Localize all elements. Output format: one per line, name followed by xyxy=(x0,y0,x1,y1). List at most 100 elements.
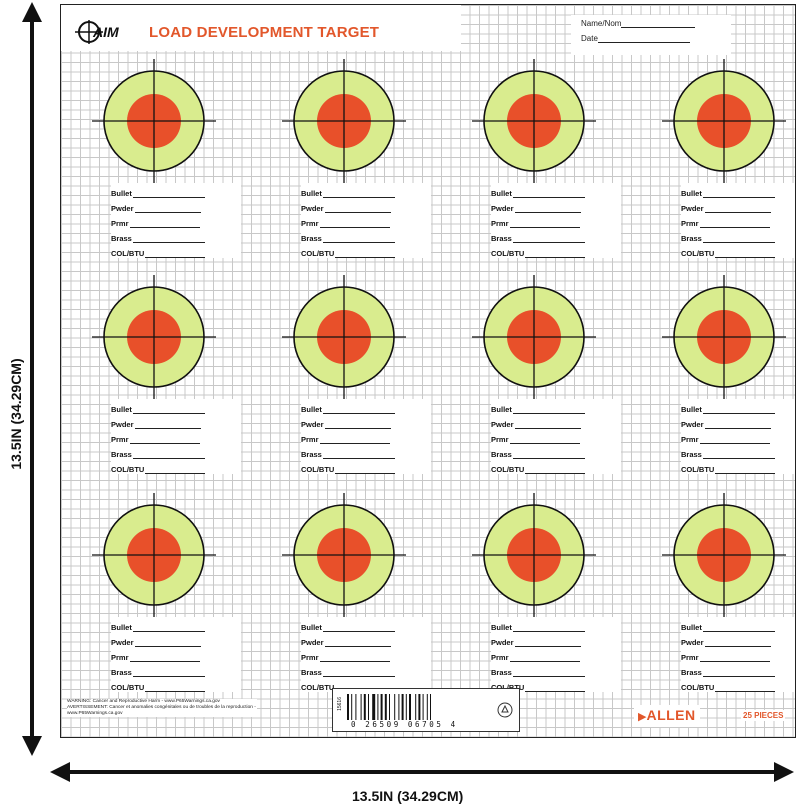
field-row[interactable]: Brass xyxy=(111,662,241,677)
field-row[interactable]: Brass xyxy=(681,228,795,243)
field-row[interactable]: Prmr xyxy=(111,647,241,662)
field-row[interactable]: Bullet xyxy=(111,399,241,414)
field-row[interactable]: COL/BTU xyxy=(111,459,241,474)
field-write-line[interactable] xyxy=(699,434,770,444)
field-write-line[interactable] xyxy=(509,652,580,662)
field-row[interactable]: COL/BTU xyxy=(301,459,431,474)
field-write-line[interactable] xyxy=(322,449,395,459)
field-write-line[interactable] xyxy=(704,419,771,429)
field-row[interactable]: COL/BTU xyxy=(491,243,621,258)
field-row[interactable]: Bullet xyxy=(301,399,431,414)
field-write-line[interactable] xyxy=(132,449,205,459)
field-write-line[interactable] xyxy=(702,622,775,632)
bullseye-target-icon[interactable] xyxy=(280,491,408,619)
field-write-line[interactable] xyxy=(335,464,396,474)
field-write-line[interactable] xyxy=(525,464,586,474)
field-write-line[interactable] xyxy=(134,637,201,647)
field-row[interactable]: Prmr xyxy=(681,647,795,662)
field-row[interactable]: Prmr xyxy=(111,213,241,228)
field-row[interactable]: Pwder xyxy=(491,414,621,429)
field-write-line[interactable] xyxy=(704,637,771,647)
field-row[interactable]: COL/BTU xyxy=(301,243,431,258)
bullseye-target-icon[interactable] xyxy=(90,273,218,401)
field-row[interactable]: Bullet xyxy=(111,183,241,198)
bullseye-target-icon[interactable] xyxy=(280,273,408,401)
field-write-line[interactable] xyxy=(335,248,396,258)
bullseye-target-icon[interactable] xyxy=(90,57,218,185)
field-row[interactable]: Pwder xyxy=(111,632,241,647)
field-write-line[interactable] xyxy=(319,434,390,444)
field-row[interactable]: Brass xyxy=(681,444,795,459)
field-write-line[interactable] xyxy=(514,203,581,213)
field-write-line[interactable] xyxy=(322,233,395,243)
field-write-line[interactable] xyxy=(132,188,205,198)
field-write-line[interactable] xyxy=(129,434,200,444)
field-row[interactable]: COL/BTU xyxy=(491,459,621,474)
field-write-line[interactable] xyxy=(525,682,586,692)
field-row[interactable]: Prmr xyxy=(491,647,621,662)
bullseye-target-icon[interactable] xyxy=(660,57,788,185)
field-write-line[interactable] xyxy=(512,449,585,459)
field-row[interactable]: Bullet xyxy=(681,399,795,414)
field-write-line[interactable] xyxy=(324,203,391,213)
field-row[interactable]: COL/BTU xyxy=(111,677,241,692)
field-row[interactable]: Prmr xyxy=(301,647,431,662)
field-row[interactable]: Prmr xyxy=(301,429,431,444)
field-write-line[interactable] xyxy=(699,652,770,662)
field-row[interactable]: COL/BTU xyxy=(681,243,795,258)
field-write-line[interactable] xyxy=(702,404,775,414)
field-row[interactable]: COL/BTU xyxy=(491,677,621,692)
field-write-line[interactable] xyxy=(512,404,585,414)
field-row[interactable]: Pwder xyxy=(491,198,621,213)
field-write-line[interactable] xyxy=(702,667,775,677)
field-write-line[interactable] xyxy=(322,667,395,677)
field-row[interactable]: Prmr xyxy=(111,429,241,444)
field-write-line[interactable] xyxy=(715,464,776,474)
field-row[interactable]: Pwder xyxy=(681,198,795,213)
field-write-line[interactable] xyxy=(702,233,775,243)
field-write-line[interactable] xyxy=(702,188,775,198)
field-row[interactable]: Brass xyxy=(491,662,621,677)
field-row[interactable]: Brass xyxy=(491,228,621,243)
field-write-line[interactable] xyxy=(319,218,390,228)
field-write-line[interactable] xyxy=(525,248,586,258)
field-write-line[interactable] xyxy=(319,652,390,662)
bullseye-target-icon[interactable] xyxy=(660,491,788,619)
field-row[interactable]: Bullet xyxy=(301,617,431,632)
field-row[interactable]: Prmr xyxy=(681,429,795,444)
field-row[interactable]: Brass xyxy=(681,662,795,677)
field-row[interactable]: Brass xyxy=(301,228,431,243)
field-row[interactable]: Pwder xyxy=(681,414,795,429)
field-row[interactable]: Bullet xyxy=(491,617,621,632)
field-row[interactable]: Bullet xyxy=(491,399,621,414)
field-row[interactable]: Brass xyxy=(301,662,431,677)
bullseye-target-icon[interactable] xyxy=(470,57,598,185)
field-write-line[interactable] xyxy=(145,248,206,258)
field-row[interactable]: Brass xyxy=(301,444,431,459)
field-row[interactable]: Brass xyxy=(111,444,241,459)
field-write-line[interactable] xyxy=(512,667,585,677)
field-write-line[interactable] xyxy=(324,419,391,429)
field-write-line[interactable] xyxy=(699,218,770,228)
field-row[interactable]: Prmr xyxy=(491,213,621,228)
bullseye-target-icon[interactable] xyxy=(470,491,598,619)
field-write-line[interactable] xyxy=(132,622,205,632)
field-row[interactable]: Bullet xyxy=(681,617,795,632)
field-row[interactable]: COL/BTU xyxy=(681,459,795,474)
field-write-line[interactable] xyxy=(715,682,776,692)
field-row[interactable]: Bullet xyxy=(301,183,431,198)
field-row[interactable]: Prmr xyxy=(681,213,795,228)
field-write-line[interactable] xyxy=(715,248,776,258)
field-write-line[interactable] xyxy=(509,218,580,228)
field-row[interactable]: Pwder xyxy=(491,632,621,647)
bullseye-target-icon[interactable] xyxy=(280,57,408,185)
field-write-line[interactable] xyxy=(324,637,391,647)
bullseye-target-icon[interactable] xyxy=(90,491,218,619)
field-row[interactable]: Pwder xyxy=(111,414,241,429)
field-row[interactable]: Prmr xyxy=(301,213,431,228)
field-write-line[interactable] xyxy=(702,449,775,459)
field-write-line[interactable] xyxy=(512,188,585,198)
field-write-line[interactable] xyxy=(132,404,205,414)
field-row[interactable]: Bullet xyxy=(111,617,241,632)
field-row[interactable]: Bullet xyxy=(681,183,795,198)
